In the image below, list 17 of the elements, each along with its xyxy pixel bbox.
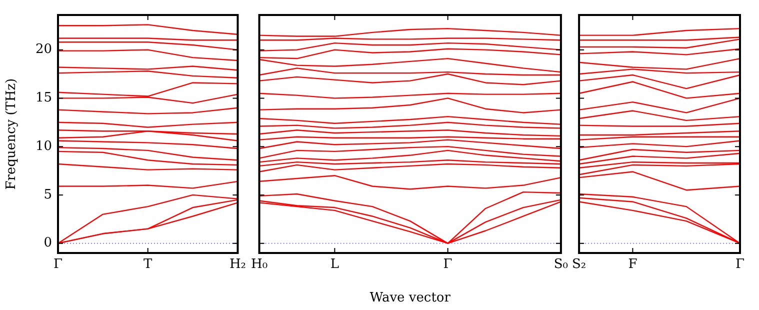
y-tick-label: 15 — [35, 90, 52, 106]
x-tick-label: S₂ — [572, 257, 586, 272]
x-tick-label: H₀ — [250, 257, 268, 272]
y-tick-label: 5 — [44, 187, 52, 202]
x-tick-label: F — [628, 257, 638, 272]
x-tick-label: L — [330, 257, 340, 272]
y-tick-label: 10 — [35, 138, 52, 154]
x-tick-label: Γ — [53, 257, 63, 272]
x-tick-label: S₀ — [554, 257, 568, 272]
y-tick-label: 20 — [35, 42, 52, 58]
x-tick-label: Γ — [443, 257, 452, 272]
x-tick-label: T — [144, 257, 153, 272]
x-tick-label: Γ — [735, 257, 745, 272]
y-axis-title: Frequency (THz) — [4, 78, 20, 190]
y-tick-label: 0 — [44, 236, 52, 251]
x-axis-title: Wave vector — [370, 290, 452, 306]
x-tick-label: H₂ — [229, 257, 246, 272]
